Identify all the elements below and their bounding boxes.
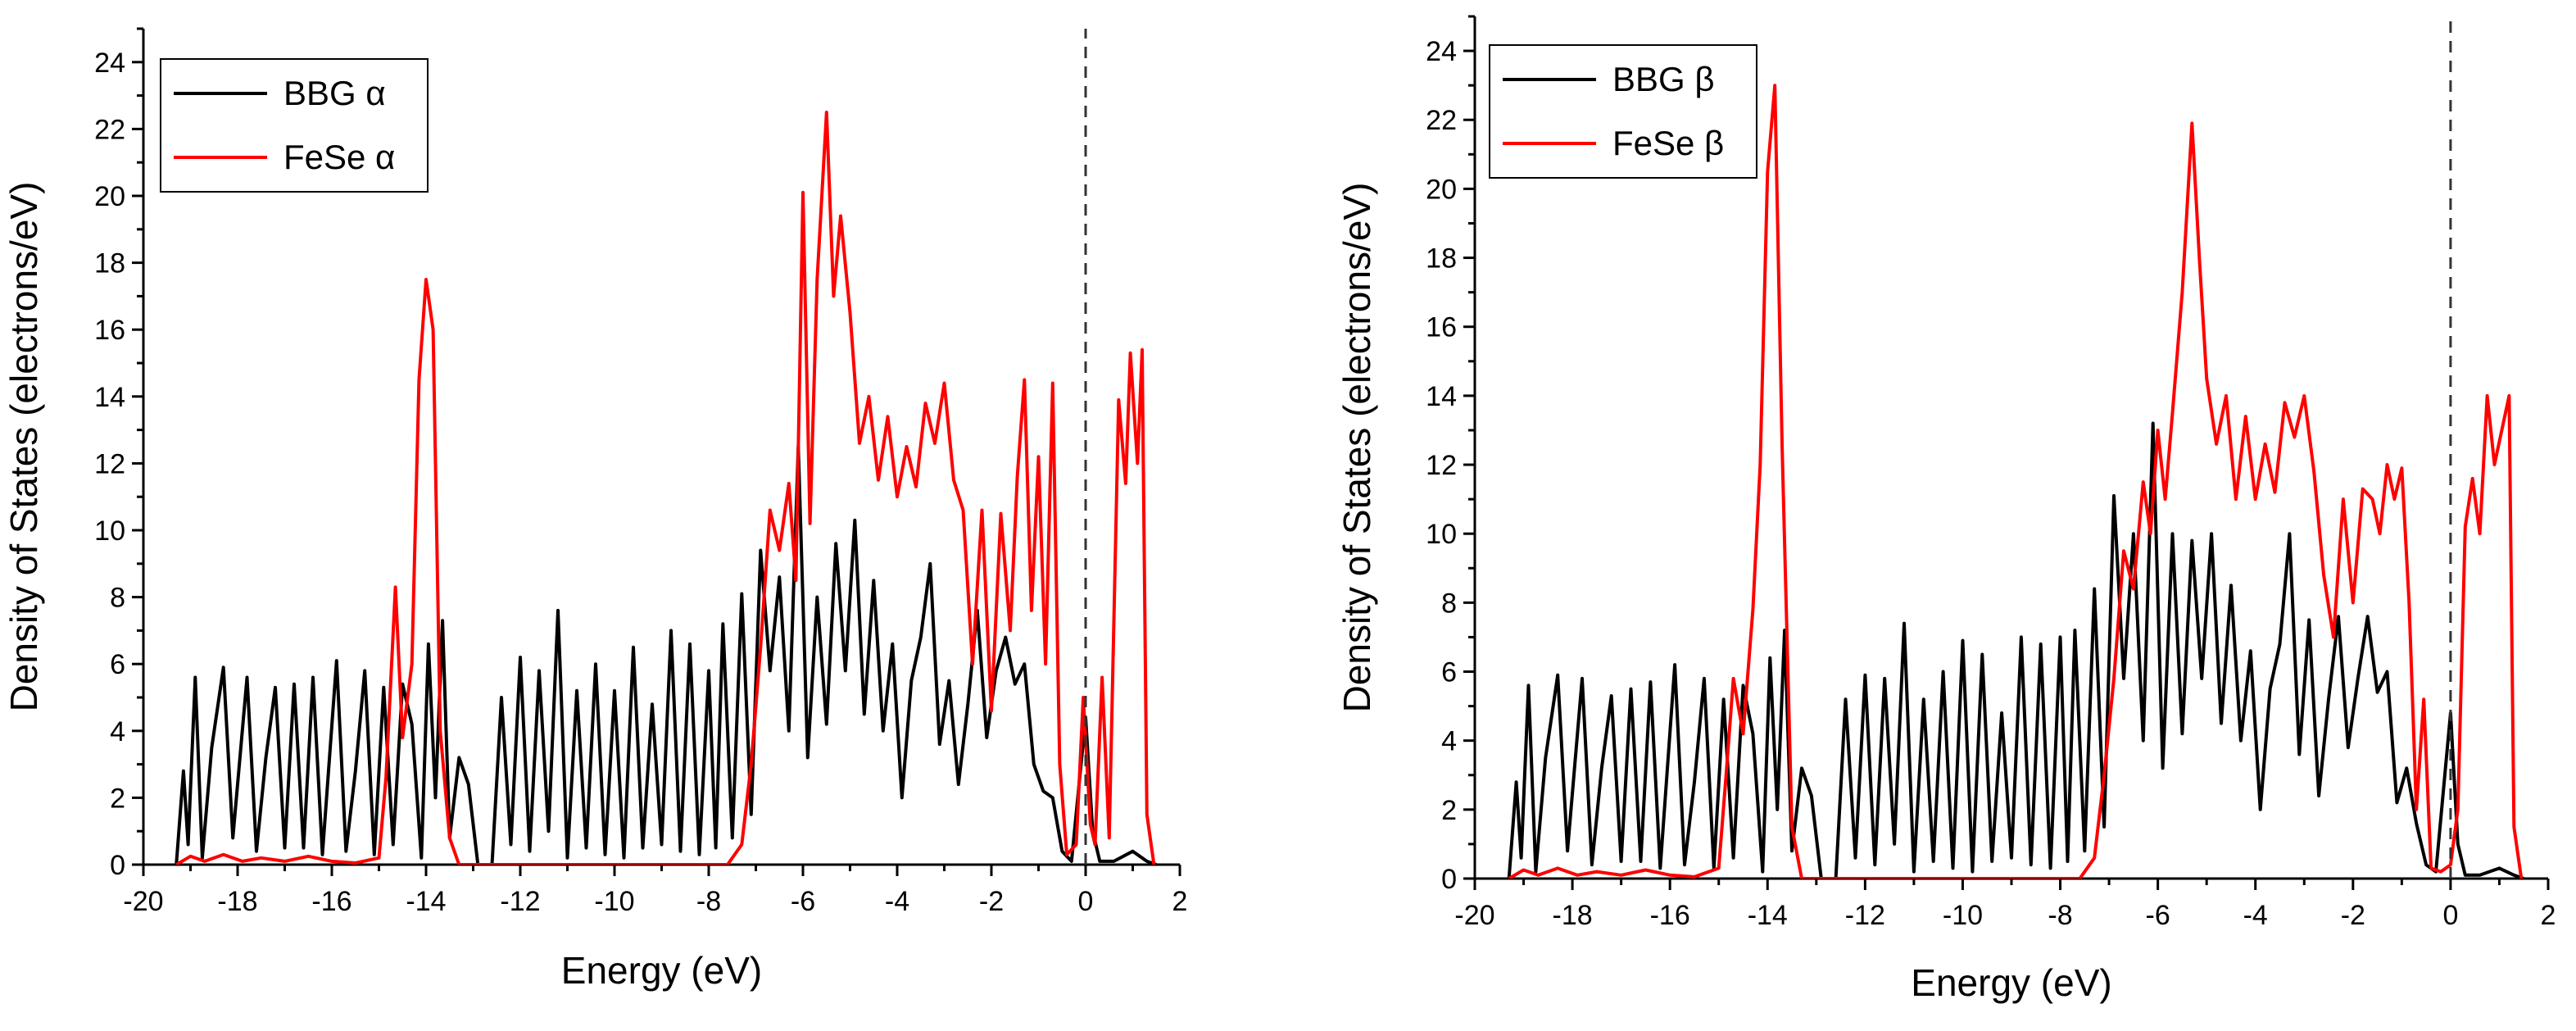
- y-tick-label: 0: [1441, 864, 1457, 895]
- x-tick-label: -2: [979, 886, 1004, 917]
- y-tick-label: 16: [1426, 312, 1457, 343]
- legend-label: BBG α: [283, 74, 386, 112]
- series-line-bbg: [175, 445, 1157, 865]
- y-tick-label: 24: [94, 48, 125, 79]
- y-tick-label: 10: [1426, 519, 1457, 550]
- legend: BBG α FeSe α: [160, 58, 429, 193]
- x-axis-title: Energy (eV): [1911, 961, 2111, 1004]
- x-axis-title: Energy (eV): [561, 949, 762, 992]
- legend: BBG β FeSe β: [1489, 44, 1757, 179]
- y-tick-label: 12: [1426, 450, 1457, 481]
- left-panel: -20 -18 -16 -14 -12 -10 -8 -6 -4 -2 0 2024681012141…: [2, 27, 1188, 992]
- y-tick-label: 18: [1426, 243, 1457, 275]
- y-axis-title: Density of States (electrons/eV): [1336, 183, 1378, 713]
- y-tick-label: 20: [1426, 174, 1457, 205]
- y-tick-label: 20: [94, 181, 125, 212]
- y-tick-label: 14: [1426, 381, 1457, 412]
- y-tick-label: 2: [110, 783, 125, 814]
- y-tick-label: 0: [110, 850, 125, 881]
- x-tick-label: 2: [1172, 886, 1188, 917]
- y-tick-label: 10: [94, 516, 125, 547]
- x-tick-label: -6: [2146, 900, 2170, 931]
- y-tick-label: 16: [94, 315, 125, 346]
- y-tick-label: 4: [110, 716, 125, 747]
- y-tick-label: 22: [94, 114, 125, 145]
- x-tick-label: 2: [2541, 900, 2556, 931]
- x-tick-label: -18: [1553, 900, 1593, 931]
- x-tick-label: -16: [311, 886, 351, 917]
- legend-label: FeSe α: [283, 138, 395, 176]
- y-tick-label: 22: [1426, 105, 1457, 136]
- x-tick-label: -10: [1943, 900, 1983, 931]
- x-tick-label: -14: [406, 886, 446, 917]
- x-tick-label: -2: [2341, 900, 2365, 931]
- series-line-bbg: [1507, 421, 2524, 879]
- x-tick-label: 0: [1078, 886, 1094, 917]
- x-tick-label: -4: [2243, 900, 2268, 931]
- y-tick-label: 24: [1426, 36, 1457, 67]
- y-tick-label: 4: [1441, 726, 1457, 757]
- legend-box: [1489, 44, 1757, 179]
- y-tick-label: 12: [94, 448, 125, 479]
- x-tick-label: -6: [791, 886, 815, 917]
- x-tick-label: -12: [500, 886, 540, 917]
- x-tick-label: -18: [217, 886, 257, 917]
- x-tick-label: -20: [1454, 900, 1494, 931]
- legend-label: BBG β: [1612, 60, 1715, 98]
- y-tick-label: 14: [94, 382, 125, 413]
- y-tick-label: 8: [1441, 588, 1457, 619]
- y-tick-label: 18: [94, 248, 125, 279]
- y-tick-label: 8: [110, 583, 125, 614]
- x-tick-label: 0: [2442, 900, 2458, 931]
- legend-box: [160, 58, 429, 193]
- series-line-fese: [1508, 84, 2524, 879]
- legend-label: FeSe β: [1612, 124, 1724, 162]
- right-panel: -20 -18 -16 -14 -12 -10 -8 -6 -4 -2 0 2024681012141…: [1336, 15, 2556, 1004]
- x-tick-label: -10: [594, 886, 634, 917]
- y-tick-label: 6: [1441, 657, 1457, 688]
- x-tick-label: -12: [1845, 900, 1885, 931]
- x-tick-label: -20: [123, 886, 163, 917]
- y-tick-label: 6: [110, 649, 125, 680]
- x-tick-label: -8: [2048, 900, 2072, 931]
- x-tick-label: -4: [885, 886, 909, 917]
- x-tick-label: -8: [696, 886, 721, 917]
- series-line-fese: [175, 111, 1156, 865]
- y-axis-title: Density of States (electrons/eV): [2, 182, 45, 712]
- x-tick-label: -14: [1748, 900, 1788, 931]
- x-tick-label: -16: [1650, 900, 1690, 931]
- y-tick-label: 2: [1441, 795, 1457, 826]
